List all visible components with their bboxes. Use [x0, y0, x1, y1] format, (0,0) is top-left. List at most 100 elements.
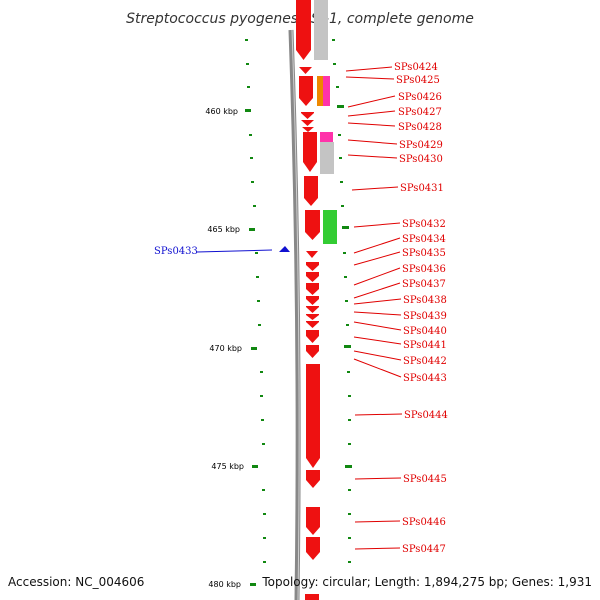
tick-minor-left [258, 324, 261, 326]
tick-minor-right [348, 561, 351, 563]
gene-label[interactable]: SPs0431 [400, 183, 444, 194]
gene-arrow[interactable] [306, 283, 319, 295]
gene-arrow[interactable] [302, 127, 314, 132]
tick-minor-left [261, 419, 264, 421]
gene-label[interactable]: SPs0433 [154, 246, 198, 257]
gene-arrow[interactable] [306, 251, 318, 258]
gene-arrow[interactable] [303, 132, 317, 172]
gene-arrow[interactable] [306, 306, 319, 313]
tick-major [252, 465, 258, 468]
leader-line [196, 249, 273, 253]
tick-minor-left [251, 181, 254, 183]
gene-label[interactable]: SPs0434 [402, 234, 446, 245]
leader-line [353, 237, 401, 254]
gene-arrow-blue[interactable] [279, 246, 290, 252]
leader-line [353, 311, 402, 316]
leader-line [353, 358, 402, 378]
gene-arrow[interactable] [306, 272, 319, 282]
genome-backbone-highlight [291, 29, 300, 600]
tick-minor-left [260, 395, 263, 397]
gene-arrow[interactable] [306, 314, 319, 320]
gene-arrow[interactable] [306, 296, 319, 305]
leader-line [353, 321, 402, 331]
tick-minor-right [348, 489, 351, 491]
topology-text: Topology: circular; Length: 1,894,275 bp… [261, 575, 592, 589]
tick-minor-left [250, 157, 253, 159]
gene-label[interactable]: SPs0432 [402, 219, 446, 230]
gene-arrow[interactable] [306, 537, 320, 560]
tick-minor-left [247, 86, 250, 88]
gene-arrow-top[interactable] [296, 0, 311, 60]
tick-major-right [342, 226, 349, 229]
gene-label[interactable]: SPs0435 [402, 248, 446, 259]
gene-label[interactable]: SPs0426 [398, 92, 442, 103]
tick-minor-right [348, 537, 351, 539]
gene-box-pink[interactable] [323, 76, 330, 106]
leader-line [354, 477, 402, 480]
tick-minor-right [333, 63, 336, 65]
gene-label[interactable]: SPs0442 [403, 356, 447, 367]
gene-box-green[interactable] [323, 210, 337, 244]
tick-minor-left [253, 205, 256, 207]
tick-minor-left [249, 134, 252, 136]
leader-line [347, 154, 398, 159]
gene-arrow[interactable] [306, 330, 319, 343]
gene-label[interactable]: SPs0437 [402, 279, 446, 290]
tick-major-right [337, 105, 344, 108]
gene-arrow[interactable] [301, 112, 314, 119]
gene-label[interactable]: SPs0445 [403, 474, 447, 485]
tick-minor-right [343, 252, 346, 254]
gene-label[interactable]: SPs0441 [403, 340, 447, 351]
gene-label[interactable]: SPs0443 [403, 373, 447, 384]
gene-label[interactable]: SPs0436 [402, 264, 446, 275]
gene-arrow[interactable] [299, 67, 312, 74]
axis-ticks [245, 39, 352, 586]
gene-arrow[interactable] [304, 176, 318, 206]
gene-label[interactable]: SPs0446 [402, 517, 446, 528]
gene-label[interactable]: SPs0424 [394, 62, 438, 73]
axis-label-465: 465 kbp [207, 225, 240, 234]
leader-line [354, 520, 401, 523]
gene-label[interactable]: SPs0438 [403, 295, 447, 306]
tick-major [250, 583, 256, 586]
gene-label[interactable]: SPs0447 [402, 544, 446, 555]
gene-label[interactable]: SPs0440 [403, 326, 447, 337]
gene-label[interactable]: SPs0444 [404, 410, 448, 421]
tick-major-right [345, 465, 352, 468]
leader-line [353, 298, 402, 305]
gene-label[interactable]: SPs0427 [398, 107, 442, 118]
gene-arrow[interactable] [306, 364, 320, 468]
leader-line [353, 350, 402, 361]
tick-minor-left [260, 371, 263, 373]
leader-line [353, 222, 401, 228]
gene-arrow[interactable] [305, 210, 320, 240]
gene-arrow[interactable] [306, 262, 319, 271]
gene-box-pink[interactable] [320, 132, 333, 142]
leader-line [345, 66, 393, 72]
gene-arrow[interactable] [306, 345, 319, 358]
tick-minor-right [340, 181, 343, 183]
gene-label[interactable]: SPs0425 [396, 75, 440, 86]
gene-arrow[interactable] [306, 470, 320, 488]
tick-minor-left [263, 513, 266, 515]
leader-line [353, 267, 401, 286]
leader-line [354, 413, 403, 416]
gene-box-grey[interactable] [314, 0, 328, 60]
tick-minor-left [263, 537, 266, 539]
gene-arrow[interactable] [299, 76, 313, 106]
gene-label[interactable]: SPs0428 [398, 122, 442, 133]
gene-box-grey[interactable] [320, 142, 334, 174]
gene-arrow[interactable] [306, 507, 320, 535]
gene-box-orange[interactable] [317, 76, 323, 106]
gene-label[interactable]: SPs0429 [399, 140, 443, 151]
leader-line [351, 186, 399, 191]
tick-minor-left [257, 300, 260, 302]
gene-arrow[interactable] [305, 594, 319, 600]
gene-arrow[interactable] [301, 120, 314, 126]
tick-major [245, 109, 251, 112]
gene-label[interactable]: SPs0430 [399, 154, 443, 165]
gene-arrow[interactable] [306, 321, 319, 328]
gene-track [279, 0, 337, 600]
gene-label[interactable]: SPs0439 [403, 311, 447, 322]
